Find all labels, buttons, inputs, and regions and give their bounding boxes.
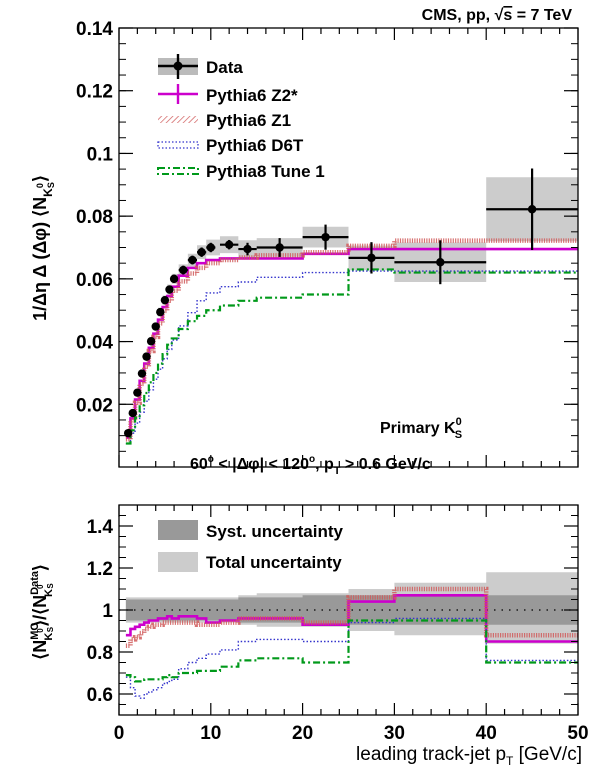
legend-syst-swatch: [158, 520, 198, 540]
legend-pythia8: Pythia8 Tune 1: [157, 162, 325, 181]
legend-label-z2star: Pythia6 Z2*: [206, 86, 298, 105]
data-point: [133, 388, 142, 397]
legend-label-pythia8: Pythia8 Tune 1: [206, 162, 325, 181]
legend-label-z1: Pythia6 Z1: [206, 111, 291, 130]
legend-label-total: Total uncertainty: [206, 553, 342, 572]
curve-pythia6-d6t: [125, 270, 578, 445]
x-tick-label: 0: [114, 723, 125, 744]
legend-data-marker: [173, 61, 183, 71]
top-uncertainty-band: [125, 177, 578, 436]
legend-label-d6t: Pythia6 D6T: [206, 136, 304, 155]
y-tick-label: 0.06: [76, 270, 113, 291]
legend-total-swatch: [158, 552, 198, 572]
bottom-legend: Syst. uncertainty Total uncertainty: [158, 520, 344, 572]
data-point: [128, 408, 137, 418]
legend-z1: Pythia6 Z1: [158, 111, 291, 130]
y-tick-label: 1.4: [87, 517, 114, 538]
legend-z2star: Pythia6 Z2*: [158, 84, 298, 105]
bottom-ratio-curves: [125, 586, 578, 699]
x-tick-label: 40: [476, 723, 497, 744]
y-tick-label: 0.12: [76, 82, 113, 103]
top-y-axis-label: 1/Δη Δ (Δφ) ⟨NK0S⟩: [30, 175, 56, 321]
y-tick-label: 0.8: [87, 643, 113, 664]
data-point: [160, 295, 170, 305]
data-uncertainty-band: [125, 177, 578, 436]
data-point: [436, 258, 445, 267]
ratio-pythia8-tune-1: [125, 619, 578, 683]
data-point: [275, 243, 284, 252]
legend-label-data: Data: [206, 58, 243, 77]
y-tick-label: 1: [102, 601, 113, 622]
data-point: [206, 243, 215, 252]
bottom-panel: 0 10 20 30 40 50 0.6 0.8 1 1.2 1.4: [87, 504, 589, 744]
data-point: [224, 240, 234, 249]
top-mc-curves: [125, 238, 578, 445]
y-tick-label: 0.08: [76, 207, 113, 228]
ratio-pythia6-d6t: [125, 617, 578, 699]
data-point: [137, 369, 147, 378]
legend-d6t: Pythia6 D6T: [157, 136, 304, 155]
bottom-axis-ticks: 0 10 20 30 40 50 0.6 0.8 1 1.2 1.4: [87, 504, 589, 744]
data-point: [188, 255, 197, 265]
top-data-points: [123, 168, 578, 438]
y-tick-label: 0.14: [76, 19, 113, 40]
y-tick-label: 1.2: [87, 559, 113, 580]
data-point: [165, 285, 174, 294]
x-tick-label: 30: [384, 723, 405, 744]
top-axis-ticks: 0.02 0.04 0.06 0.08 0.1 0.12 0.14: [76, 19, 579, 468]
curve-pythia6-z1: [125, 238, 578, 442]
y-tick-label: 0.6: [87, 685, 113, 706]
x-tick-label: 50: [567, 723, 588, 744]
data-point: [197, 248, 206, 257]
data-point: [142, 352, 151, 361]
top-legend: Data Pythia6 Z2* Pythia6 Z1 Pythia6 D6T …: [157, 54, 325, 181]
experiment-label: CMS, pp, √s = 7 TeV: [422, 7, 573, 24]
legend-label-syst: Syst. uncertainty: [206, 522, 344, 541]
data-point: [179, 265, 188, 275]
data-point: [123, 428, 133, 438]
y-tick-label: 0.02: [76, 395, 113, 416]
legend-data: Data: [158, 54, 243, 79]
cuts-label: 60o < |Δφ| < 120o, pT > 0.6 GeV/c: [190, 454, 431, 477]
top-panel: 0.02 0.04 0.06 0.08 0.1 0.12 0.14: [76, 19, 579, 468]
x-tick-label: 10: [200, 723, 221, 744]
data-point: [151, 322, 160, 331]
data-point: [146, 337, 156, 346]
x-axis-label: leading track-jet pT [GeV/c]: [356, 744, 582, 768]
data-point: [527, 205, 537, 214]
y-tick-label: 0.04: [76, 333, 113, 354]
data-point: [321, 232, 330, 242]
curve-pythia6-z2: [125, 247, 578, 439]
y-tick-label: 0.1: [87, 144, 114, 165]
data-point: [367, 253, 376, 263]
data-point: [156, 307, 165, 317]
bottom-y-axis-label: ⟨NMC K0S⟩/⟨NData K0S⟩: [29, 564, 55, 660]
data-point: [169, 274, 179, 284]
x-tick-label: 20: [292, 723, 313, 744]
primary-ks-label: Primary K0 S: [380, 416, 462, 441]
curve-pythia8-tune-1: [125, 268, 578, 445]
data-point: [243, 244, 252, 254]
